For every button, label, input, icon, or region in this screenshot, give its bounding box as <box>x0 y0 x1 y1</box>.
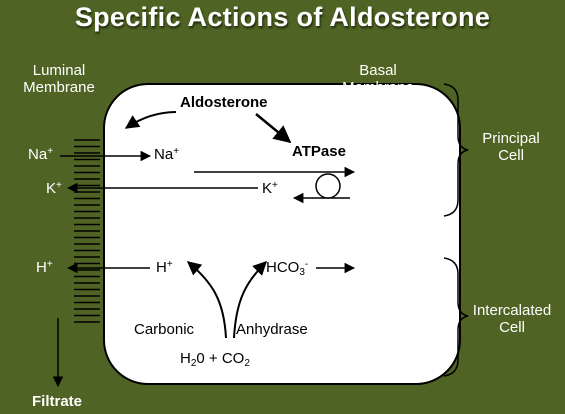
h-lumen-charge: + <box>46 259 53 270</box>
luminal-membrane-label: Luminal Membrane <box>12 62 106 96</box>
principal-cell-label: Principal Cell <box>466 130 556 164</box>
hco3-cell-sub: 3 <box>299 267 305 278</box>
h-cell-charge: + <box>166 259 173 270</box>
luminal-membrane-hatch <box>74 139 100 323</box>
hco3-ecf-charge: - <box>406 259 411 270</box>
filtrate-label: Filtrate <box>32 393 83 410</box>
h-cell: H+ <box>156 259 173 276</box>
na-ecf-charge: + <box>377 162 384 173</box>
principal-label-line1: Principal <box>482 130 540 147</box>
curve-to-hco3 <box>233 261 267 339</box>
na-cell-charge: + <box>173 146 180 157</box>
na-lumen: Na+ <box>28 146 53 163</box>
basal-membrane-label: Basal Membrane <box>328 62 428 96</box>
k-cell-charge: + <box>272 180 278 191</box>
aldosterone-label: Aldosterone <box>180 94 268 111</box>
page-title: Specific Actions of Aldosterone <box>74 2 491 32</box>
aldosterone-arrow-atpase <box>255 113 292 144</box>
na-cell-base: Na <box>154 146 174 163</box>
h-lumen: H+ <box>36 259 53 276</box>
na-lumen-base: Na <box>28 146 48 163</box>
k-cell-base: K <box>262 180 273 197</box>
intercalated-label-line2: Cell <box>499 319 525 336</box>
curve-to-h <box>186 261 227 339</box>
h-cell-base: H <box>156 259 167 276</box>
hco3-cell-base: HCO <box>266 259 300 276</box>
intercalated-brace <box>443 257 469 377</box>
na-ecf: Na+ <box>358 162 383 179</box>
atpase-label: ATPase <box>292 143 346 160</box>
luminal-label-line1: Luminal <box>32 62 86 79</box>
principal-brace <box>443 83 469 217</box>
k-cell: K+ <box>262 180 278 197</box>
na-lumen-charge: + <box>47 146 54 157</box>
k-lumen: K+ <box>46 180 62 197</box>
intercalated-cell-label: Intercalated Cell <box>462 302 562 336</box>
aldosterone-arrow-luminal <box>124 111 177 129</box>
hco3-cell: HCO3- <box>266 259 309 278</box>
principal-label-line2: Cell <box>498 147 524 164</box>
basal-label-line2: Membrane <box>342 79 414 96</box>
na-ecf-base: Na <box>358 162 378 179</box>
ecf-label: ECF <box>394 210 424 227</box>
hco3-ecf-base: HCO <box>368 259 402 276</box>
hco3-ecf: HCO3- <box>368 259 411 278</box>
k-lumen-base: K <box>46 180 57 197</box>
anhydrase-label: Anhydrase <box>236 321 308 338</box>
h2o-pre: H <box>180 350 191 367</box>
h2o-post: 0 + CO <box>196 350 245 367</box>
h2o-sub: 2 <box>190 358 197 369</box>
cell-body <box>103 83 461 385</box>
carbonic-label: Carbonic <box>134 321 195 338</box>
luminal-label-line2: Membrane <box>23 79 95 96</box>
basal-label-line1: Basal <box>359 62 397 79</box>
h2o-co2-label: H20 + CO2 <box>180 350 250 369</box>
intercalated-label-line1: Intercalated <box>472 302 552 319</box>
na-cell: Na+ <box>154 146 179 163</box>
hco3-cell-charge: - <box>304 259 309 270</box>
k-lumen-charge: + <box>56 180 62 191</box>
co2-sub: 2 <box>244 358 250 369</box>
hco3-ecf-sub: 3 <box>401 267 407 278</box>
h-lumen-base: H <box>36 259 47 276</box>
atpase-pump <box>315 173 341 199</box>
